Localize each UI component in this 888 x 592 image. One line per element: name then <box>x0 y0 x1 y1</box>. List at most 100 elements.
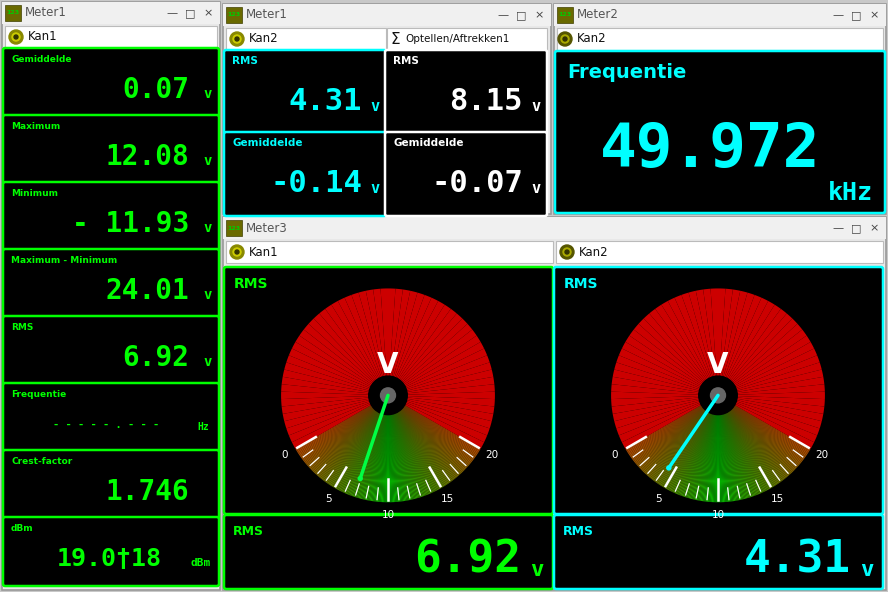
Wedge shape <box>641 408 704 471</box>
Text: 5: 5 <box>325 494 331 504</box>
Wedge shape <box>403 407 474 459</box>
Text: v: v <box>371 181 380 196</box>
Wedge shape <box>625 405 702 450</box>
Wedge shape <box>732 409 793 472</box>
Wedge shape <box>726 413 766 491</box>
Wedge shape <box>635 407 703 463</box>
Wedge shape <box>730 410 787 478</box>
Text: -0.07: -0.07 <box>432 169 523 198</box>
Wedge shape <box>320 410 376 478</box>
FancyBboxPatch shape <box>226 220 242 236</box>
Wedge shape <box>388 414 391 502</box>
Wedge shape <box>369 414 385 501</box>
Wedge shape <box>397 412 440 489</box>
Wedge shape <box>728 412 773 487</box>
Wedge shape <box>736 400 821 429</box>
Wedge shape <box>646 410 705 475</box>
Wedge shape <box>662 412 709 487</box>
Wedge shape <box>640 408 704 469</box>
Wedge shape <box>731 410 789 477</box>
Wedge shape <box>327 411 377 484</box>
Wedge shape <box>349 413 381 496</box>
Wedge shape <box>687 414 713 498</box>
Text: Gemiddelde: Gemiddelde <box>11 55 72 64</box>
Wedge shape <box>393 414 418 498</box>
Wedge shape <box>729 411 781 482</box>
Wedge shape <box>329 411 377 485</box>
Wedge shape <box>723 414 748 498</box>
Wedge shape <box>394 414 424 497</box>
Wedge shape <box>403 407 472 462</box>
Wedge shape <box>728 411 777 485</box>
Wedge shape <box>320 309 377 381</box>
Wedge shape <box>725 413 759 494</box>
Wedge shape <box>335 412 378 488</box>
Text: Meter1: Meter1 <box>246 8 288 21</box>
Text: RMS: RMS <box>234 277 268 291</box>
Text: ×: × <box>869 10 879 20</box>
Wedge shape <box>310 408 374 469</box>
Wedge shape <box>622 342 702 387</box>
Wedge shape <box>696 289 716 377</box>
Text: 0: 0 <box>281 451 288 460</box>
Wedge shape <box>733 407 804 460</box>
Wedge shape <box>305 407 373 464</box>
Wedge shape <box>298 406 372 455</box>
Text: v: v <box>532 181 541 196</box>
Wedge shape <box>733 407 802 463</box>
Wedge shape <box>396 413 435 492</box>
Wedge shape <box>630 330 702 385</box>
Wedge shape <box>400 410 461 475</box>
Circle shape <box>276 283 500 507</box>
Wedge shape <box>727 301 774 379</box>
FancyBboxPatch shape <box>3 517 219 586</box>
Wedge shape <box>722 414 741 500</box>
Wedge shape <box>733 407 801 464</box>
Wedge shape <box>352 413 382 496</box>
Wedge shape <box>348 413 381 495</box>
Wedge shape <box>401 409 464 472</box>
Wedge shape <box>737 397 824 414</box>
Wedge shape <box>402 408 467 468</box>
FancyBboxPatch shape <box>3 316 219 385</box>
Text: Kan2: Kan2 <box>579 246 608 259</box>
Wedge shape <box>404 406 479 453</box>
Text: 19.0†18: 19.0†18 <box>57 547 162 571</box>
Wedge shape <box>664 412 709 488</box>
Wedge shape <box>404 406 480 452</box>
Wedge shape <box>394 295 432 378</box>
Wedge shape <box>733 407 805 459</box>
Wedge shape <box>392 414 408 501</box>
Wedge shape <box>734 342 814 387</box>
Wedge shape <box>731 409 792 473</box>
Wedge shape <box>733 407 802 462</box>
FancyBboxPatch shape <box>224 267 553 514</box>
Wedge shape <box>402 324 472 384</box>
Wedge shape <box>396 413 432 493</box>
Wedge shape <box>677 413 710 494</box>
Wedge shape <box>724 414 749 498</box>
Wedge shape <box>726 413 764 493</box>
FancyBboxPatch shape <box>223 217 886 239</box>
Wedge shape <box>611 396 699 407</box>
Wedge shape <box>388 414 392 502</box>
Text: 15: 15 <box>772 494 784 504</box>
Text: 4.31: 4.31 <box>289 87 362 116</box>
Wedge shape <box>730 313 792 381</box>
Wedge shape <box>373 414 385 501</box>
Wedge shape <box>657 411 707 484</box>
Wedge shape <box>281 377 369 393</box>
Wedge shape <box>308 408 374 467</box>
Wedge shape <box>284 400 369 429</box>
Wedge shape <box>616 355 700 390</box>
Text: 6.92: 6.92 <box>122 345 189 372</box>
Wedge shape <box>326 411 377 483</box>
Circle shape <box>358 477 362 481</box>
Text: V: V <box>377 352 399 379</box>
Wedge shape <box>724 414 749 498</box>
Wedge shape <box>688 291 714 377</box>
Wedge shape <box>631 407 702 459</box>
Wedge shape <box>281 397 369 414</box>
Wedge shape <box>391 289 410 377</box>
Wedge shape <box>284 362 369 391</box>
